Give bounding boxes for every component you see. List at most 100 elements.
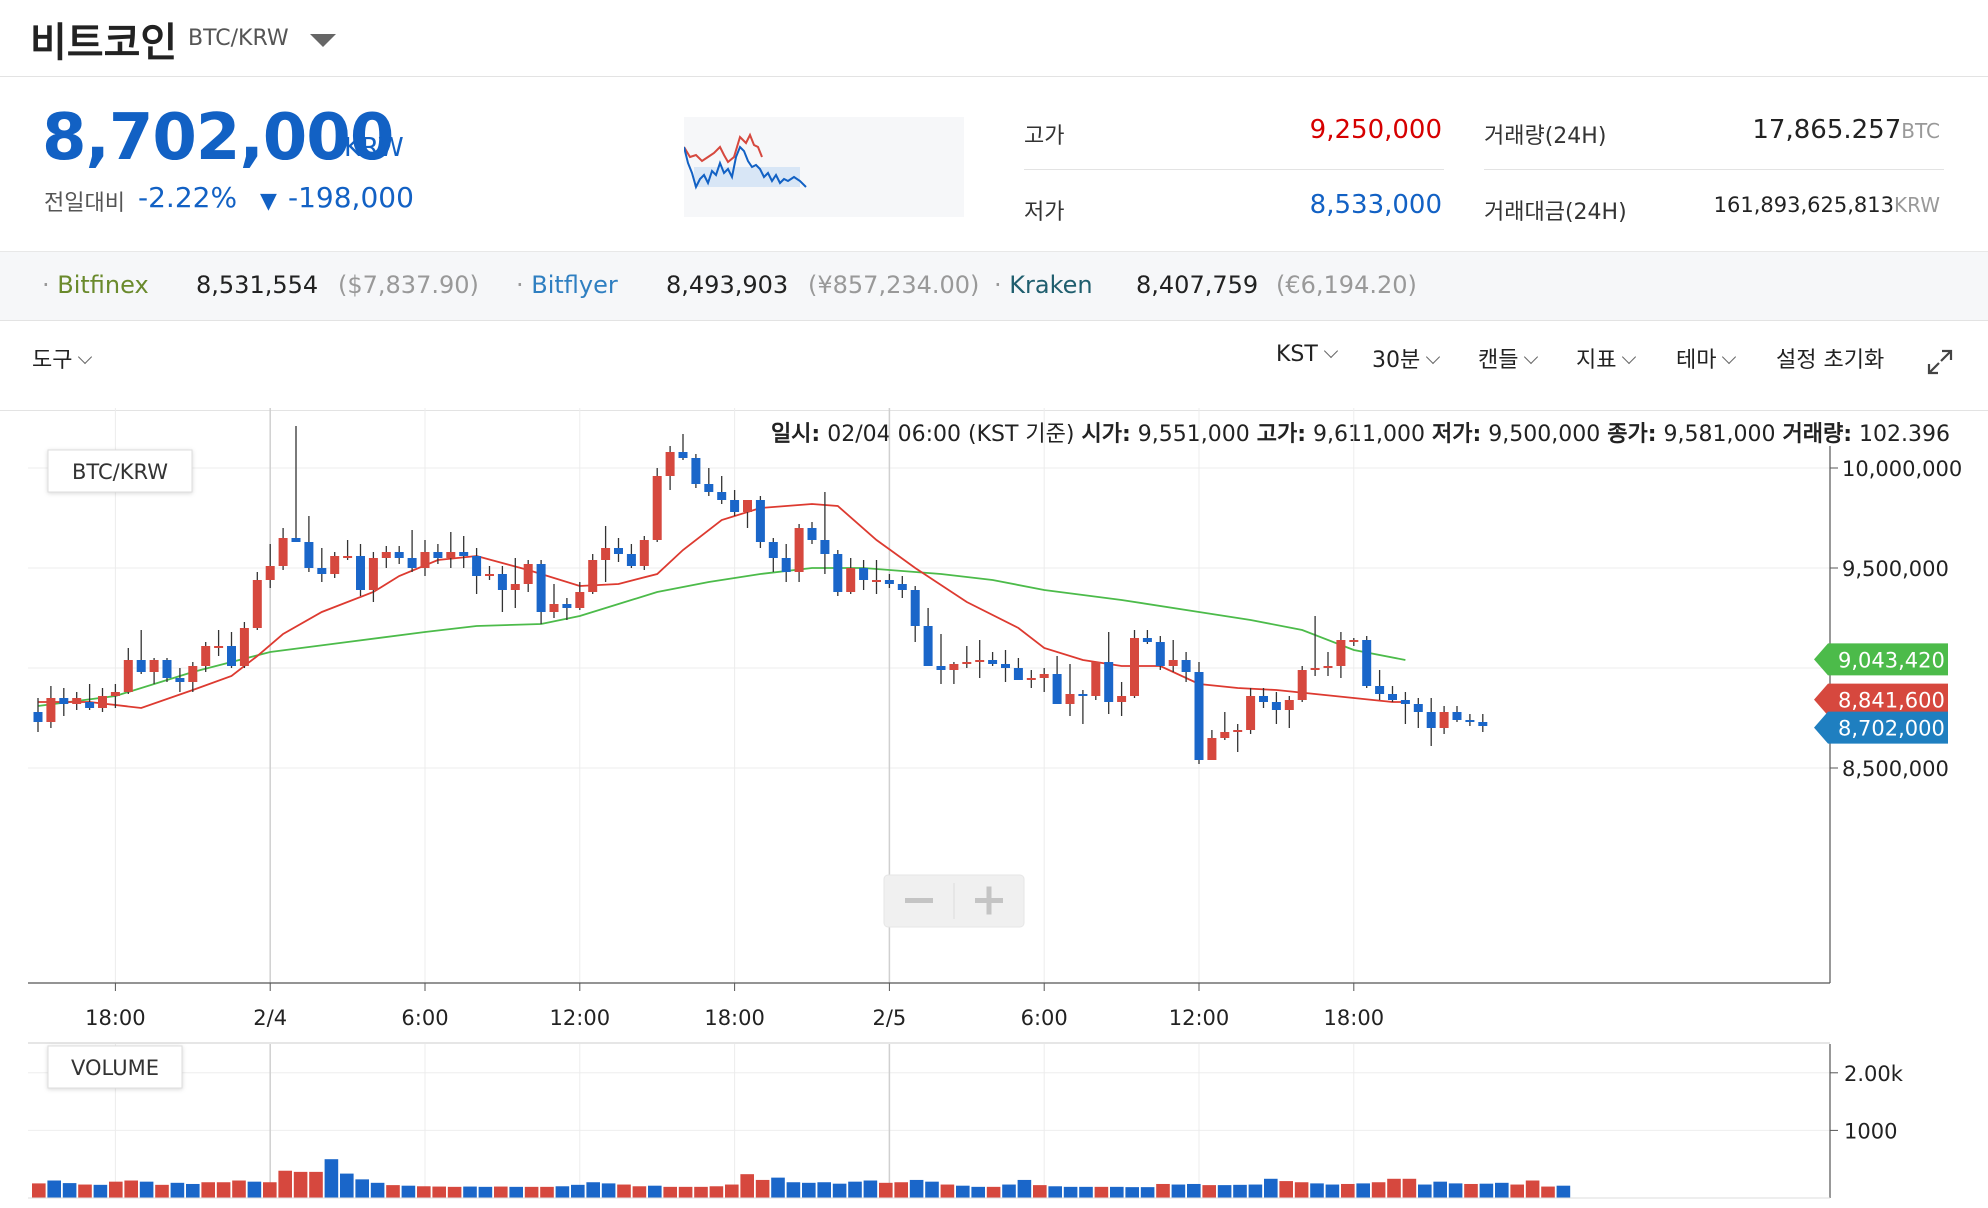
- candle: [459, 536, 469, 568]
- price-chart[interactable]: 10,000,000 9,500,000 8,500,000 2.00k 1000 18:…: [0, 408, 1988, 1208]
- low-value: 8,533,000: [1309, 190, 1442, 220]
- x-tick-label: 2/4: [253, 1006, 287, 1030]
- sparkline-down-segment: [684, 145, 807, 190]
- candle: [872, 560, 881, 594]
- coin-pair: BTC/KRW: [188, 26, 289, 51]
- candle-body: [988, 660, 998, 664]
- candle-body: [239, 628, 249, 666]
- chevron-down-icon: [1426, 349, 1441, 365]
- moving-average-lines: [37, 503, 1406, 709]
- candle-body: [936, 666, 946, 670]
- volume-bar: [309, 1171, 323, 1198]
- ma-long-line: [37, 567, 1406, 707]
- candle-body: [1336, 640, 1346, 666]
- exchange-bitflyer[interactable]: · Bitflyer: [516, 271, 618, 299]
- candle: [755, 496, 765, 548]
- y-tick-label: 10,000,000: [1842, 457, 1962, 481]
- candle-body: [188, 666, 198, 682]
- candle-body: [136, 660, 146, 672]
- candle: [368, 552, 378, 602]
- candle-body: [1013, 668, 1023, 680]
- candle-body: [549, 604, 559, 612]
- coin-selector-caret-icon[interactable]: [310, 34, 336, 47]
- theme-dropdown[interactable]: 테마: [1676, 342, 1737, 374]
- exchange-bitfinex[interactable]: · Bitfinex: [42, 271, 149, 299]
- candle: [1439, 706, 1449, 734]
- interval-dropdown[interactable]: 30분: [1372, 342, 1441, 374]
- chart-toolbar: 도구 KST 30분 캔들 지표 테마 설정 초기화: [0, 320, 1988, 411]
- candle-body: [1400, 700, 1410, 704]
- candle: [704, 468, 714, 496]
- candle-body: [678, 452, 688, 458]
- candle: [691, 454, 701, 488]
- indicators-dropdown[interactable]: 지표: [1576, 342, 1637, 374]
- candle: [975, 640, 985, 678]
- candle-body: [72, 698, 82, 704]
- price-tag: 8,841,600: [1814, 683, 1948, 716]
- fullscreen-icon[interactable]: [1926, 348, 1954, 376]
- candle-body: [923, 626, 933, 666]
- candle: [239, 622, 249, 668]
- volume-bar: [124, 1180, 138, 1198]
- exchange-kraken[interactable]: · Kraken: [994, 271, 1093, 299]
- candle: [1001, 650, 1010, 682]
- volume-bar: [1402, 1178, 1417, 1198]
- candle: [394, 546, 404, 564]
- volume-bar: [1325, 1184, 1340, 1198]
- candle: [433, 544, 443, 564]
- volume-bar: [263, 1182, 277, 1198]
- candle-body: [1284, 700, 1294, 710]
- chart-grid: [28, 408, 1830, 1198]
- candle: [1246, 688, 1256, 734]
- candle-body: [1078, 694, 1088, 696]
- candle-body: [717, 492, 727, 500]
- candle-body: [265, 566, 275, 580]
- volume-bar: [1387, 1178, 1401, 1198]
- candle-body: [278, 538, 288, 566]
- zoom-out-button[interactable]: [884, 875, 954, 927]
- volume-24h-number: 17,865.257: [1752, 115, 1902, 145]
- candlestick-series: [33, 426, 1488, 764]
- x-tick-label: 18:00: [1324, 1006, 1385, 1030]
- volume-bar: [170, 1182, 185, 1198]
- zoom-in-button[interactable]: [954, 875, 1024, 927]
- candle: [601, 526, 611, 582]
- candle-body: [962, 662, 972, 664]
- ohlc-open-value: 9,551,000: [1137, 422, 1250, 447]
- tools-dropdown[interactable]: 도구: [32, 342, 93, 374]
- candle: [110, 684, 120, 708]
- candle-body: [691, 458, 701, 484]
- volume-bar: [1264, 1178, 1278, 1198]
- chart-type-dropdown[interactable]: 캔들: [1478, 342, 1539, 374]
- candle-body: [472, 556, 482, 576]
- stat-divider: [1024, 169, 1444, 170]
- volume-bar: [463, 1186, 477, 1198]
- candle: [1388, 686, 1397, 702]
- candle: [136, 630, 146, 674]
- candle-body: [433, 552, 443, 558]
- candle: [949, 662, 959, 684]
- candle: [497, 566, 507, 612]
- candle-body: [768, 542, 778, 558]
- candle-body: [1117, 696, 1127, 702]
- volume-bar: [986, 1186, 1001, 1198]
- timezone-dropdown[interactable]: KST: [1276, 342, 1338, 367]
- candle: [214, 630, 224, 656]
- stat-divider: [1484, 169, 1944, 170]
- reset-settings-button[interactable]: 설정 초기화: [1776, 348, 1885, 373]
- candle: [1142, 630, 1152, 644]
- candle-body: [807, 528, 817, 540]
- candle: [1078, 690, 1088, 724]
- candle-body: [497, 574, 507, 590]
- volume-bar: [32, 1183, 46, 1198]
- volume-bar: [417, 1186, 431, 1198]
- candle-body: [1310, 668, 1320, 670]
- candle-body: [1194, 672, 1204, 760]
- candle-body: [317, 568, 327, 574]
- candle: [730, 490, 740, 516]
- candle: [1194, 662, 1204, 764]
- candle-body: [1142, 638, 1152, 642]
- volume-bar: [1510, 1184, 1524, 1198]
- candle: [420, 540, 430, 576]
- volume-bar: [340, 1173, 354, 1198]
